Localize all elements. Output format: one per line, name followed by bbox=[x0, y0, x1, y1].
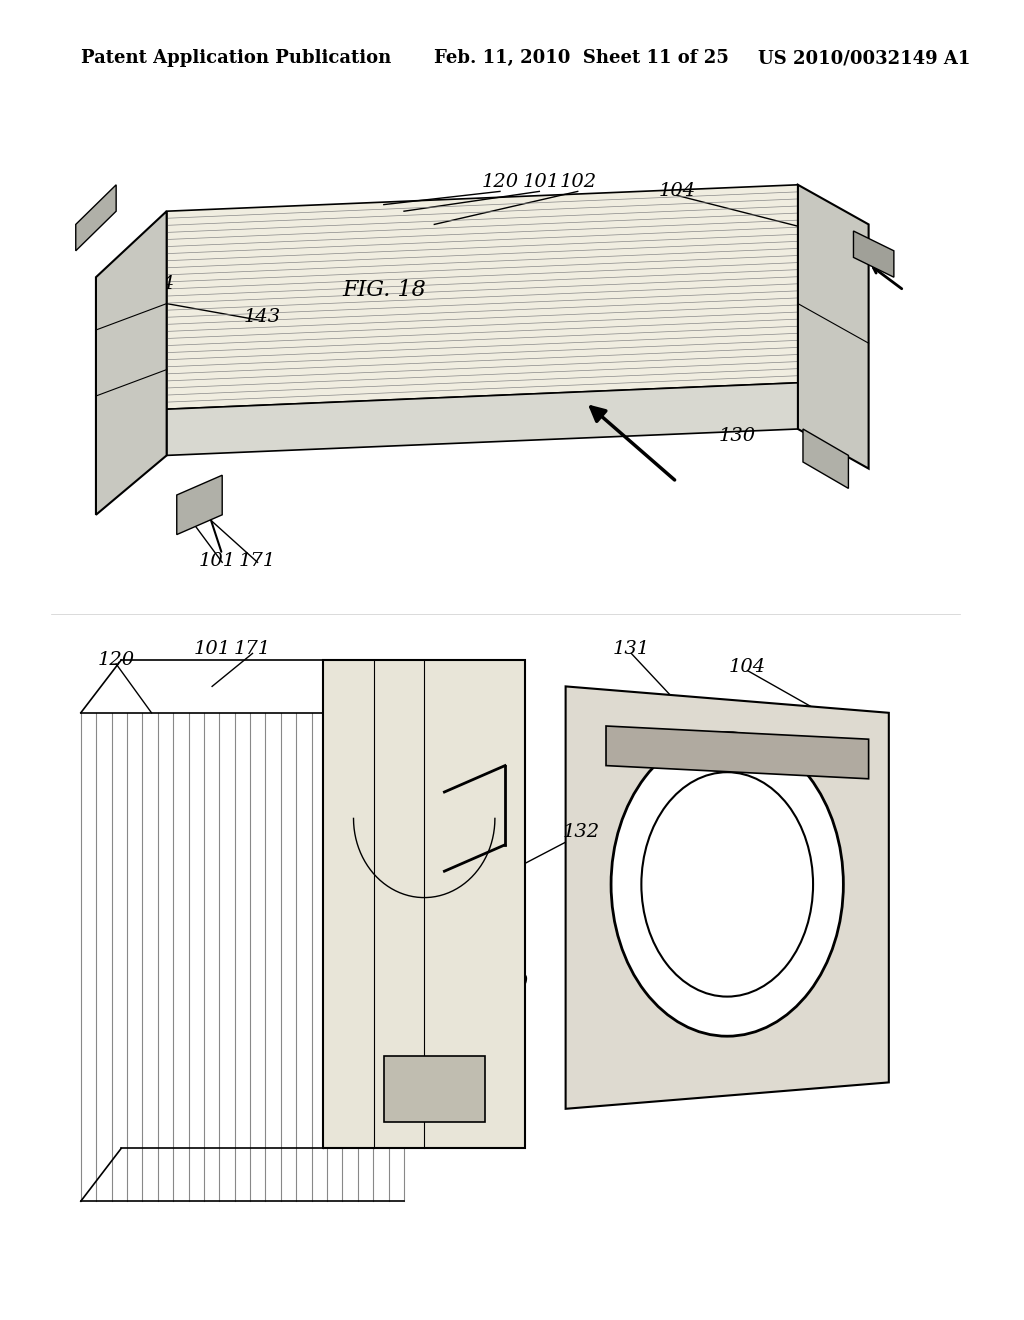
Text: 130: 130 bbox=[719, 426, 756, 445]
Polygon shape bbox=[324, 660, 525, 1148]
Text: 104: 104 bbox=[658, 182, 695, 201]
Polygon shape bbox=[606, 726, 868, 779]
Polygon shape bbox=[853, 231, 894, 277]
Polygon shape bbox=[177, 475, 222, 535]
Text: 101: 101 bbox=[194, 640, 230, 659]
Text: 120: 120 bbox=[97, 651, 135, 669]
Polygon shape bbox=[384, 1056, 484, 1122]
Text: FIG. 19: FIG. 19 bbox=[382, 709, 466, 730]
Circle shape bbox=[611, 733, 844, 1036]
Polygon shape bbox=[96, 211, 167, 515]
Text: 120: 120 bbox=[481, 173, 518, 191]
Polygon shape bbox=[76, 185, 116, 251]
Text: 171: 171 bbox=[233, 640, 271, 659]
Text: Patent Application Publication: Patent Application Publication bbox=[81, 49, 391, 67]
Text: 171: 171 bbox=[239, 552, 276, 570]
Text: Feb. 11, 2010  Sheet 11 of 25: Feb. 11, 2010 Sheet 11 of 25 bbox=[434, 49, 729, 67]
Text: FIG. 18: FIG. 18 bbox=[342, 280, 426, 301]
Polygon shape bbox=[803, 429, 849, 488]
Text: 104: 104 bbox=[729, 657, 766, 676]
Text: 132: 132 bbox=[562, 822, 599, 841]
Text: 101: 101 bbox=[523, 173, 560, 191]
Polygon shape bbox=[167, 383, 798, 455]
Text: US 2010/0032149 A1: US 2010/0032149 A1 bbox=[758, 49, 970, 67]
Text: 131: 131 bbox=[612, 640, 650, 659]
Polygon shape bbox=[565, 686, 889, 1109]
Text: 130: 130 bbox=[350, 1027, 387, 1045]
Text: 180: 180 bbox=[492, 974, 528, 993]
Polygon shape bbox=[798, 185, 868, 469]
Text: 146: 146 bbox=[800, 374, 837, 392]
Text: 143: 143 bbox=[244, 308, 282, 326]
Polygon shape bbox=[167, 185, 798, 409]
Text: 102: 102 bbox=[559, 173, 596, 191]
Text: 104: 104 bbox=[138, 275, 175, 293]
Text: 101: 101 bbox=[199, 552, 236, 570]
